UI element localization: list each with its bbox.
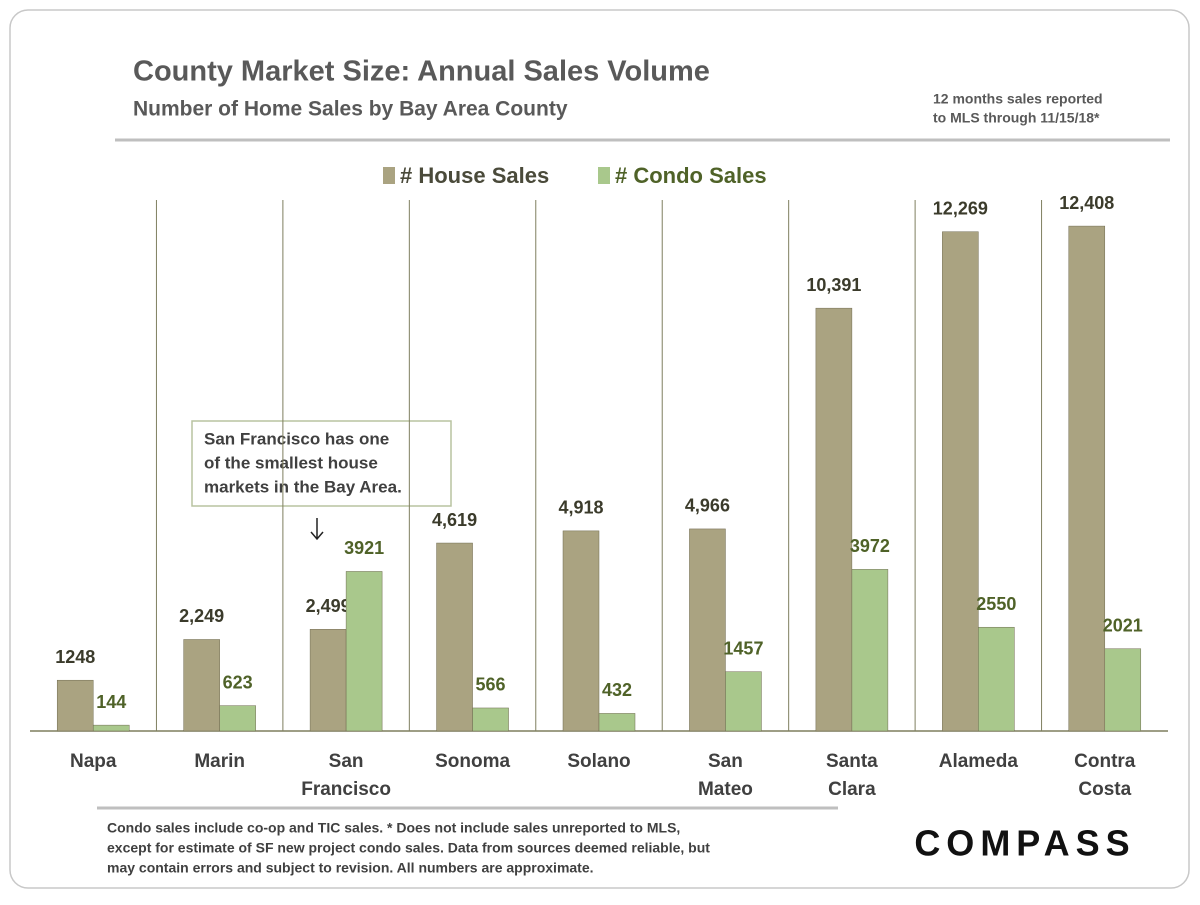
bar xyxy=(345,571,383,732)
bar xyxy=(472,707,509,732)
bar xyxy=(725,671,762,732)
value-label: 4,918 xyxy=(558,498,603,518)
bar xyxy=(183,639,220,732)
annotation-line: of the smallest house xyxy=(204,453,378,472)
bar xyxy=(942,231,979,732)
legend-label: # Condo Sales xyxy=(615,163,767,188)
bar xyxy=(436,542,473,732)
x-tick-label: San Francisco xyxy=(301,751,391,800)
x-tick-label: Marin xyxy=(194,751,245,772)
x-tick-label: Sonoma xyxy=(435,751,510,772)
x-tick-label: San Mateo xyxy=(698,751,753,800)
chart-subtitle: Number of Home Sales by Bay Area County xyxy=(133,98,568,121)
footnote-line: may contain errors and subject to revisi… xyxy=(107,860,594,876)
footnote-line: Condo sales include co-op and TIC sales.… xyxy=(107,820,680,836)
bar xyxy=(219,705,256,732)
x-tick-label: Napa xyxy=(70,751,117,772)
bar xyxy=(562,530,600,732)
value-label: 2,499 xyxy=(306,596,351,616)
note-line: 12 months sales reported xyxy=(933,91,1103,107)
bar xyxy=(598,713,636,732)
bar xyxy=(309,629,347,732)
x-tick-label: Alameda xyxy=(939,751,1019,772)
bar xyxy=(815,307,853,732)
value-label: 4,966 xyxy=(685,496,730,516)
footnote-line: except for estimate of SF new project co… xyxy=(107,840,710,856)
bar xyxy=(1068,225,1106,732)
bar xyxy=(56,679,94,732)
value-label: 2,249 xyxy=(179,606,224,626)
annotation-line: San Francisco has one xyxy=(204,429,389,448)
bar xyxy=(851,569,889,732)
bar xyxy=(978,626,1015,732)
bar xyxy=(92,724,130,732)
bar xyxy=(689,528,726,732)
logo: COMPASS xyxy=(914,823,1135,864)
x-tick-label: Solano xyxy=(567,751,630,772)
value-label: 12,408 xyxy=(1059,193,1114,213)
frame xyxy=(9,9,1190,889)
value-label: 3972 xyxy=(850,536,890,556)
note-line: to MLS through 11/15/18* xyxy=(933,110,1100,126)
value-label: 623 xyxy=(223,672,253,692)
legend-swatch xyxy=(598,167,610,184)
value-label: 432 xyxy=(602,680,632,700)
annotation-line: markets in the Bay Area. xyxy=(204,477,402,496)
bar xyxy=(1104,648,1142,732)
value-label: 2021 xyxy=(1103,616,1143,636)
value-label: 3921 xyxy=(344,538,384,558)
legend-label: # House Sales xyxy=(400,163,549,188)
annotation-arrow xyxy=(310,518,324,541)
value-label: 566 xyxy=(476,675,506,695)
annotation-box xyxy=(191,420,452,507)
x-tick-label: Santa Clara xyxy=(826,751,878,800)
value-label: 12,269 xyxy=(933,198,988,218)
legend-swatch xyxy=(383,167,395,184)
value-label: 10,391 xyxy=(806,275,861,295)
value-label: 1248 xyxy=(55,647,95,667)
value-label: 144 xyxy=(96,692,126,712)
x-tick-label: Contra Costa xyxy=(1074,751,1136,800)
value-label: 4,619 xyxy=(432,510,477,530)
value-label: 1457 xyxy=(723,638,763,658)
plot: # House Sales # Condo Sales Napa 1248 144 Mar… xyxy=(30,163,1168,800)
value-label: 2550 xyxy=(976,594,1016,614)
chart-title: County Market Size: Annual Sales Volume xyxy=(133,56,710,88)
